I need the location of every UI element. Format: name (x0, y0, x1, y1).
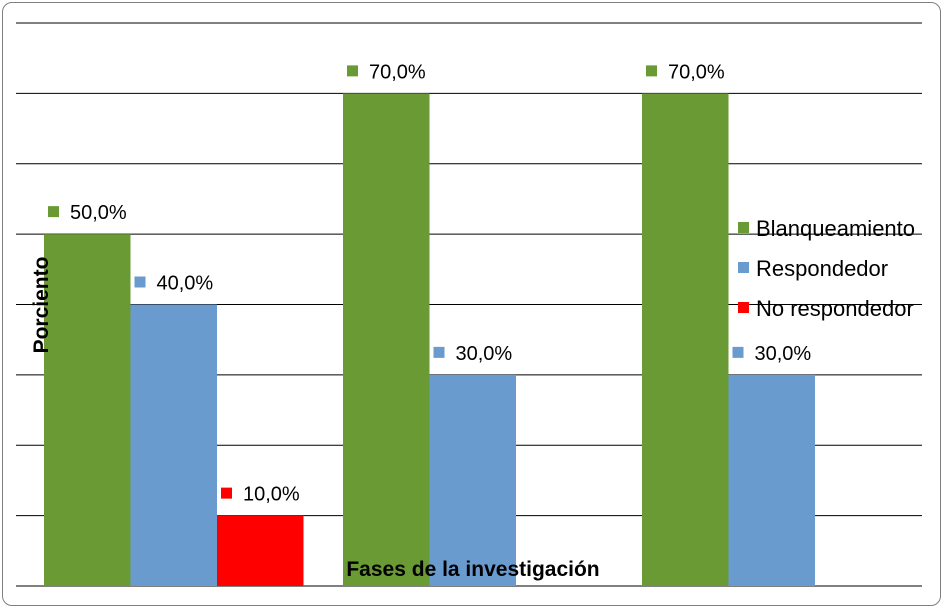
data-label-marker (48, 206, 59, 218)
data-label: 70,0% (369, 61, 426, 83)
bar (44, 234, 131, 586)
legend-entry: Respondedor (756, 256, 888, 281)
legend-entry: Blanqueamiento (756, 216, 915, 241)
x-axis-title: Fases de la investigación (346, 558, 599, 581)
data-label: 40,0% (157, 273, 214, 295)
bar (343, 93, 430, 586)
bar (728, 374, 815, 586)
legend: Blanqueamiento Respondedor No respondedor (738, 216, 915, 321)
bar (130, 304, 217, 586)
bars (44, 93, 815, 586)
data-label-marker (646, 65, 657, 77)
data-label-marker (134, 276, 146, 288)
legend-marker (738, 222, 749, 233)
data-labels: 50,0% 70,0% 70,0% 40,0% 30,0% 30,0% 10,0% (48, 61, 812, 506)
data-label: 10,0% (243, 484, 300, 506)
data-label: 70,0% (668, 61, 725, 83)
bar (642, 93, 729, 586)
data-label: 30,0% (456, 343, 513, 365)
data-label-marker (347, 65, 358, 77)
data-label-marker (433, 346, 445, 358)
legend-marker (738, 262, 749, 273)
legend-entry: No respondedor (756, 296, 914, 321)
data-label-marker (221, 487, 232, 499)
data-label-marker (732, 346, 744, 358)
y-axis-title: Porciento (30, 257, 53, 354)
bar (429, 374, 516, 586)
bar (217, 515, 304, 586)
data-label: 50,0% (70, 202, 127, 224)
data-label: 30,0% (755, 343, 812, 365)
legend-marker (738, 302, 749, 313)
